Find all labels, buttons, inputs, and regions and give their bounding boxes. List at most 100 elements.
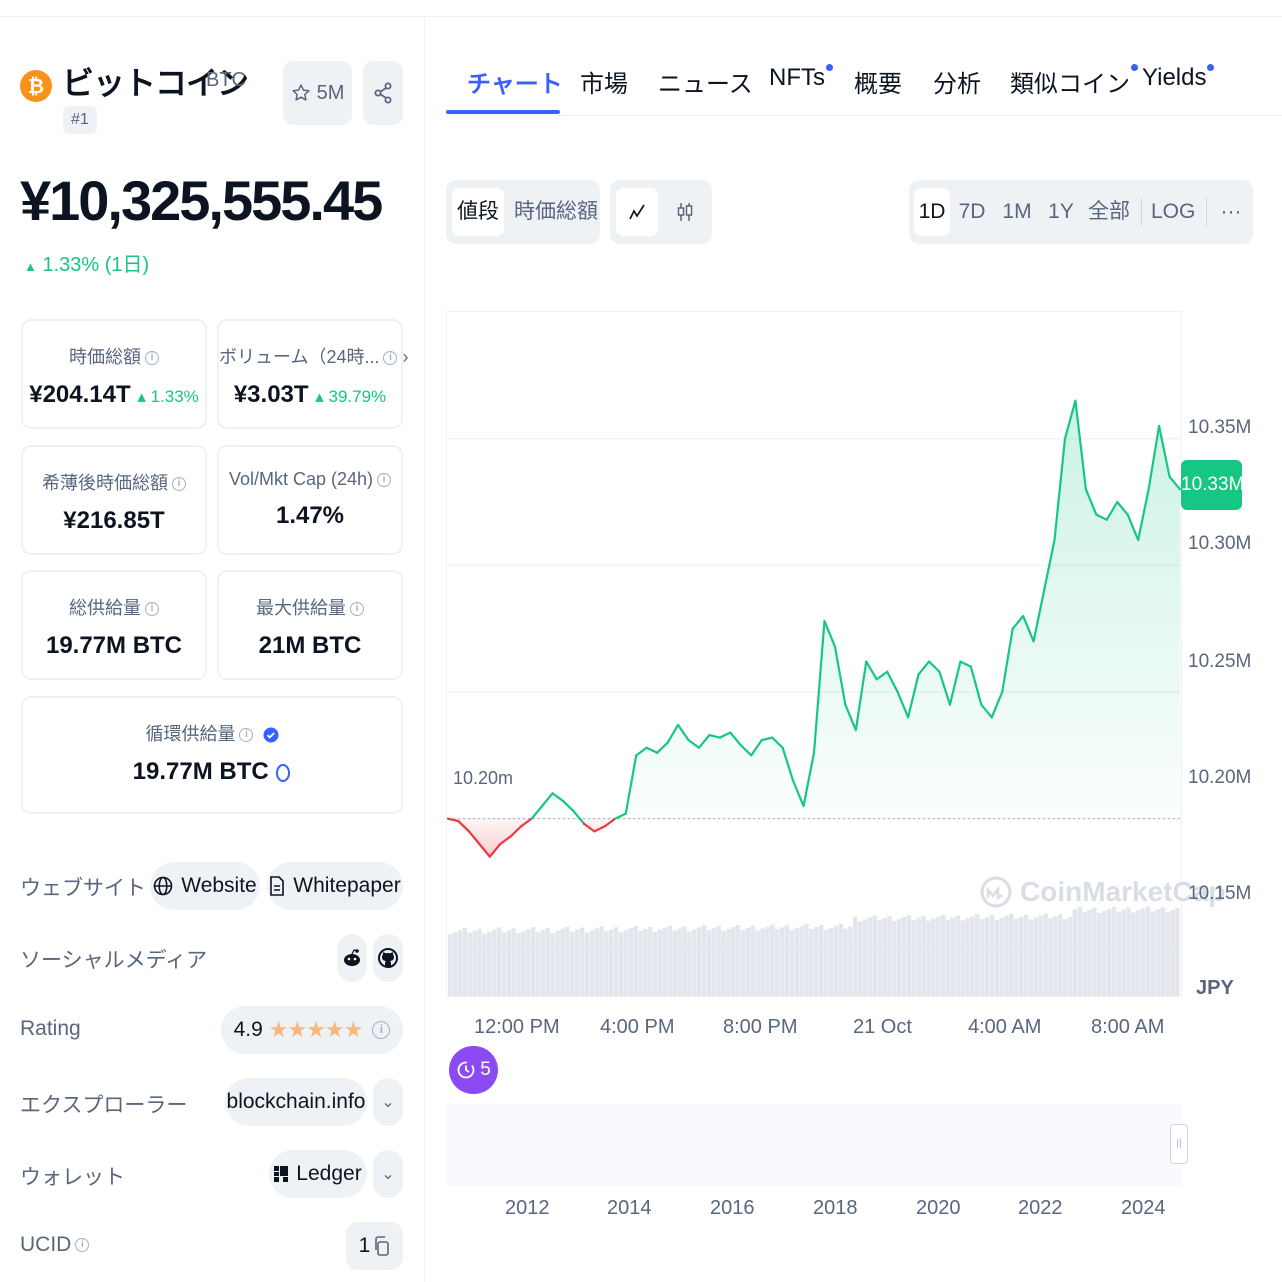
metric-toggle: 値段 時価総額: [446, 180, 600, 244]
events-button[interactable]: 5: [449, 1046, 498, 1094]
volume-card[interactable]: ボリューム（24時... i › ¥3.03T ▴ 39.79%: [217, 319, 409, 429]
metric-market-cap-button[interactable]: 時価総額: [514, 200, 598, 223]
chevron-down-icon: ⌄: [381, 1094, 395, 1111]
explorer-dropdown-button[interactable]: ⌄: [373, 1078, 403, 1126]
social-media-label: ソーシャルメディア: [20, 949, 208, 972]
price-chart-area[interactable]: [446, 311, 1182, 997]
website-button[interactable]: Website: [150, 862, 260, 910]
range-1d-button[interactable]: 1D: [914, 188, 950, 236]
info-icon[interactable]: i: [383, 351, 398, 366]
tab-analysis[interactable]: 分析: [933, 64, 981, 99]
info-icon[interactable]: i: [372, 1021, 391, 1039]
explorer-link[interactable]: blockchain.info: [225, 1078, 367, 1126]
candlestick-chart-button[interactable]: [664, 188, 706, 236]
tab-bar: チャート 市場 ニュース NFTs 概要 分析 類似コイン Yields: [446, 60, 1282, 116]
volume-value: ¥3.03T: [233, 381, 309, 408]
explorer-label: エクスプローラー: [20, 1094, 188, 1117]
tab-markets[interactable]: 市場: [580, 64, 628, 99]
navigator-year-label: 2020: [916, 1197, 961, 1219]
volume-label: ボリューム（24時...: [219, 347, 380, 367]
range-navigator-handle[interactable]: ||: [1170, 1124, 1188, 1164]
website-button-label: Website: [181, 874, 257, 897]
range-divider: [1141, 198, 1142, 226]
rating-label: Rating: [20, 1017, 81, 1040]
x-tick-label: 12:00 PM: [474, 1016, 560, 1038]
active-tab-indicator: [446, 110, 560, 114]
tab-about-label: 概要: [854, 71, 902, 98]
volume-change: ▴ 39.79%: [315, 387, 387, 406]
ucid-label-row: UCID i: [20, 1233, 90, 1257]
market-cap-change-text: 1.33%: [150, 387, 199, 406]
y-tick-label: 10.25M: [1188, 651, 1252, 672]
panel-divider: [424, 17, 425, 1282]
range-all-button[interactable]: 全部: [1088, 200, 1130, 223]
share-button[interactable]: [363, 61, 403, 125]
tab-about[interactable]: 概要: [854, 64, 902, 99]
verified-badge-icon: [263, 727, 278, 743]
vol-mkt-cap-card: Vol/Mkt Cap (24h) i 1.47%: [217, 445, 403, 555]
new-indicator-dot: [1131, 64, 1138, 71]
max-supply-card: 最大供給量 i 21M BTC: [217, 570, 403, 680]
info-icon[interactable]: i: [172, 477, 186, 492]
range-7d-button[interactable]: 7D: [958, 200, 986, 223]
metric-price-button[interactable]: 値段: [452, 188, 504, 236]
navigator-year-label: 2024: [1121, 1197, 1166, 1219]
tab-yields[interactable]: Yields: [1142, 64, 1215, 92]
line-chart-icon: [629, 204, 645, 220]
new-indicator-dot: [1207, 64, 1215, 71]
watchlist-button[interactable]: 5M: [283, 61, 352, 125]
fdv-card: 希薄後時価総額 i ¥216.85T: [21, 445, 207, 555]
copy-icon: [375, 1236, 390, 1256]
tab-similar-coins-label: 類似コイン: [1010, 71, 1130, 98]
more-options-button[interactable]: ···: [1220, 200, 1242, 223]
log-scale-button[interactable]: LOG: [1151, 200, 1196, 223]
history-clock-icon: [457, 1061, 475, 1079]
range-navigator[interactable]: [446, 1104, 1182, 1186]
fdv-value: ¥216.85T: [63, 507, 165, 534]
info-icon[interactable]: i: [239, 728, 254, 743]
rating-widget[interactable]: 4.9 ★★★★★ i: [221, 1006, 403, 1054]
circulating-supply-value: 19.77M BTC: [132, 758, 269, 785]
current-price-marker: 10.33M: [1181, 460, 1244, 510]
tab-similar-coins[interactable]: 類似コイン: [1010, 64, 1138, 99]
info-icon[interactable]: i: [350, 602, 364, 617]
wallet-dropdown-button[interactable]: ⌄: [373, 1150, 403, 1198]
info-icon[interactable]: i: [377, 473, 392, 488]
info-icon[interactable]: i: [145, 602, 159, 617]
wallet-link[interactable]: Ledger: [269, 1150, 367, 1198]
chevron-down-icon: ⌄: [381, 1166, 395, 1183]
range-1y-button[interactable]: 1Y: [1048, 200, 1074, 223]
price-change-text: 1.33% (1日): [42, 254, 150, 276]
ucid-copy-button[interactable]: 1: [346, 1222, 403, 1270]
tab-chart[interactable]: チャート: [467, 64, 563, 99]
total-supply-label: 総供給量: [69, 598, 141, 618]
x-tick-label: 4:00 PM: [600, 1016, 675, 1038]
info-icon[interactable]: i: [145, 351, 159, 366]
line-chart-button[interactable]: [616, 188, 658, 236]
ledger-icon: [274, 1166, 289, 1182]
chart-type-toggle: [610, 180, 712, 244]
market-cap-change: ▴ 1.33%: [137, 387, 199, 406]
range-1m-button[interactable]: 1M: [1002, 200, 1032, 223]
github-button[interactable]: [373, 934, 403, 982]
reddit-icon: [344, 949, 360, 966]
market-cap-card: 時価総額 i ¥204.14T ▴ 1.33%: [21, 319, 207, 429]
up-triangle-icon: ▲: [24, 259, 37, 274]
currency-unit-label: JPY: [1196, 977, 1234, 999]
chevron-right-icon: ›: [402, 347, 409, 367]
x-tick-label: 4:00 AM: [968, 1016, 1042, 1038]
rating-stars: ★★★★★: [268, 1017, 364, 1042]
top-divider: [0, 16, 1282, 17]
y-tick-label: 10.20M: [1188, 767, 1252, 788]
tab-news[interactable]: ニュース: [658, 64, 753, 99]
whitepaper-button[interactable]: Whitepaper: [267, 862, 403, 910]
info-icon[interactable]: i: [75, 1238, 90, 1253]
wallet-value: Ledger: [296, 1162, 362, 1185]
tab-nfts[interactable]: NFTs: [769, 64, 833, 92]
range-divider: [1206, 198, 1207, 226]
reddit-button[interactable]: [337, 934, 367, 982]
vol-mkt-cap-label: Vol/Mkt Cap (24h): [228, 469, 374, 489]
y-tick-label: 10.15M: [1188, 883, 1252, 904]
new-indicator-dot: [826, 64, 833, 71]
price-change-24h: ▲ 1.33% (1日): [24, 248, 149, 277]
